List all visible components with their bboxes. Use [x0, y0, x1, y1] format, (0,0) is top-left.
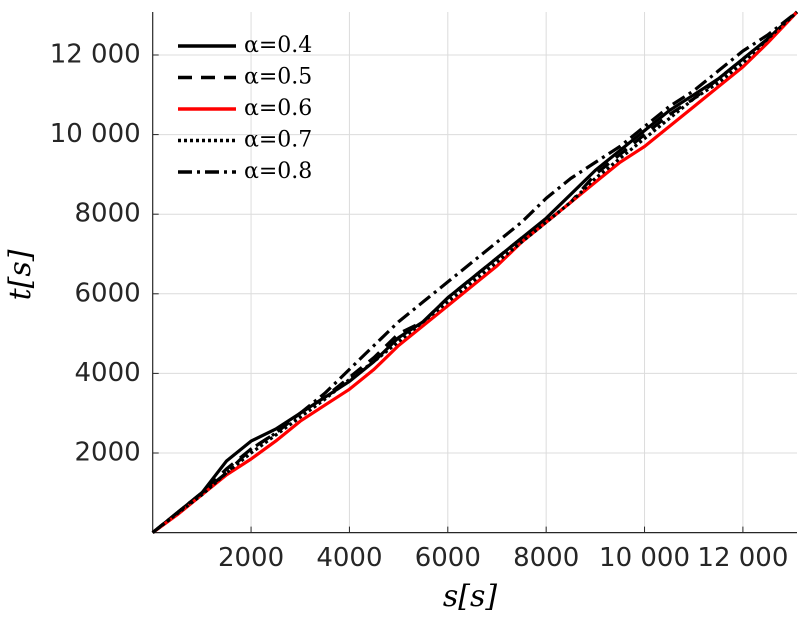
y-axis-label: t[s] [3, 249, 38, 300]
y-tick-label: 10 000 [50, 119, 141, 149]
legend-label: α=0.7 [244, 128, 312, 153]
x-tick-label: 12 000 [697, 543, 788, 573]
legend-label: α=0.6 [244, 96, 312, 121]
legend-label: α=0.4 [244, 33, 312, 58]
y-tick-label: 8000 [75, 199, 141, 229]
series-line [151, 10, 799, 534]
y-tick-label: 12 000 [50, 39, 141, 69]
x-axis-label: s[s] [443, 579, 497, 614]
x-tick-label: 4000 [316, 543, 382, 573]
x-tick-label: 2000 [218, 543, 284, 573]
x-tick-label: 6000 [415, 543, 481, 573]
series-line [151, 10, 798, 534]
y-tick-label: 6000 [75, 278, 141, 308]
legend-label: α=0.8 [244, 159, 312, 184]
x-tick-label: 8000 [513, 543, 579, 573]
y-tick-label: 4000 [75, 358, 141, 388]
legend-label: α=0.5 [244, 65, 312, 90]
x-tick-label: 10 000 [599, 543, 690, 573]
y-tick-label: 2000 [75, 437, 141, 467]
series-line [151, 10, 799, 534]
